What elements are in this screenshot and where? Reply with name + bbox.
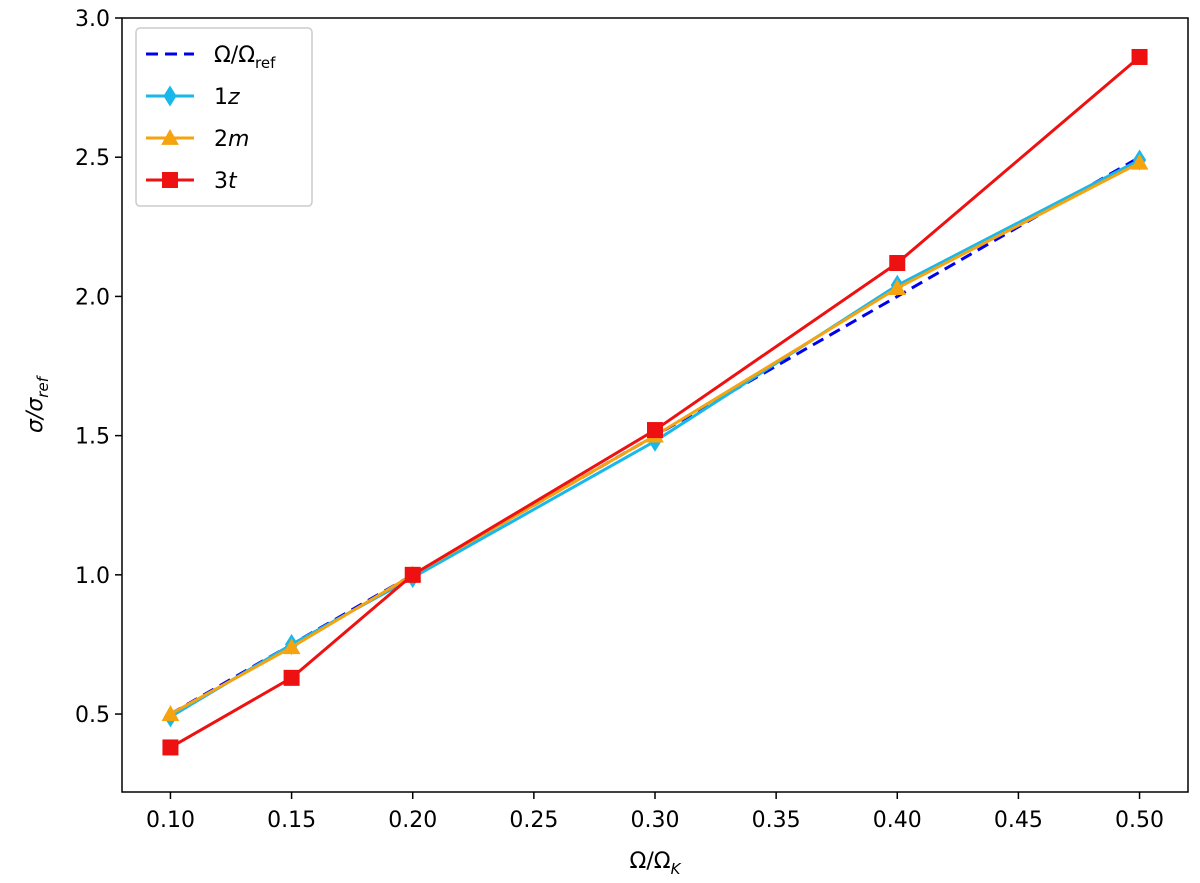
x-tick-label: 0.40 bbox=[873, 808, 922, 833]
legend-box bbox=[135, 27, 313, 207]
legend-label-italic: m bbox=[228, 127, 249, 152]
legend-entry: 2m bbox=[146, 127, 249, 152]
legend-entry: 1z bbox=[146, 85, 240, 110]
series-3 bbox=[162, 48, 1148, 756]
data-point bbox=[1131, 48, 1148, 65]
y-tick-label: 1.5 bbox=[75, 425, 110, 450]
legend-label-base: 3 bbox=[214, 169, 228, 194]
legend-marker bbox=[163, 85, 177, 107]
legend-label: Ω/Ωref bbox=[214, 43, 276, 72]
legend-label-base: 1 bbox=[214, 85, 228, 110]
x-tick-label: 0.10 bbox=[146, 808, 195, 833]
data-point bbox=[283, 669, 300, 686]
y-axis-label-base: σ/σ bbox=[23, 397, 48, 433]
plot-area bbox=[161, 48, 1149, 756]
legend-label: 1z bbox=[214, 85, 240, 110]
legend-label-base: 2 bbox=[214, 127, 228, 152]
x-axis: 0.10 0.15 0.20 0.25 0.30 0.35 0.40 0.45 0.50 bbox=[146, 792, 1164, 833]
y-axis: 0.5 1.0 1.5 2.0 2.5 3.0 bbox=[75, 7, 122, 728]
legend-label: 2m bbox=[214, 127, 249, 152]
x-tick-label: 0.35 bbox=[752, 808, 801, 833]
x-axis-label: Ω/ΩK bbox=[630, 849, 682, 878]
data-point bbox=[161, 705, 180, 721]
x-tick-label: 0.45 bbox=[994, 808, 1043, 833]
y-axis-label-sub: ref bbox=[34, 374, 52, 397]
y-tick-label: 1.0 bbox=[75, 564, 110, 589]
data-point bbox=[888, 279, 907, 295]
legend-marker bbox=[161, 128, 179, 145]
legend-marker bbox=[162, 172, 178, 188]
data-point bbox=[282, 638, 301, 655]
legend-label-base: Ω/Ω bbox=[214, 43, 255, 68]
y-tick-label: 2.0 bbox=[75, 285, 110, 310]
series-line bbox=[169, 55, 1141, 749]
series-line bbox=[169, 161, 1141, 716]
legend-label-italic: z bbox=[227, 85, 240, 110]
y-tick-label: 3.0 bbox=[75, 7, 110, 32]
x-tick-label: 0.50 bbox=[1115, 808, 1164, 833]
legend-label-sub: ref bbox=[255, 54, 276, 72]
legend-label: 3t bbox=[214, 169, 238, 194]
data-point bbox=[404, 566, 421, 583]
data-point bbox=[889, 255, 906, 272]
legend-entry: 3t bbox=[146, 169, 238, 194]
data-point bbox=[647, 422, 663, 439]
data-point bbox=[1130, 153, 1149, 170]
y-axis-label: σ/σref bbox=[23, 374, 52, 433]
x-tick-label: 0.20 bbox=[388, 808, 437, 833]
legend-label-italic: t bbox=[228, 169, 238, 194]
x-tick-label: 0.15 bbox=[267, 808, 316, 833]
x-axis-label-sub: K bbox=[671, 860, 682, 878]
legend-entry: Ω/Ωref bbox=[146, 43, 276, 72]
series-line bbox=[169, 158, 1141, 719]
y-tick-label: 0.5 bbox=[75, 703, 110, 728]
x-tick-label: 0.30 bbox=[631, 808, 680, 833]
data-point bbox=[162, 739, 179, 756]
x-tick-label: 0.25 bbox=[509, 808, 558, 833]
x-axis-label-base: Ω/Ω bbox=[630, 849, 671, 874]
y-tick-label: 2.5 bbox=[75, 146, 110, 171]
